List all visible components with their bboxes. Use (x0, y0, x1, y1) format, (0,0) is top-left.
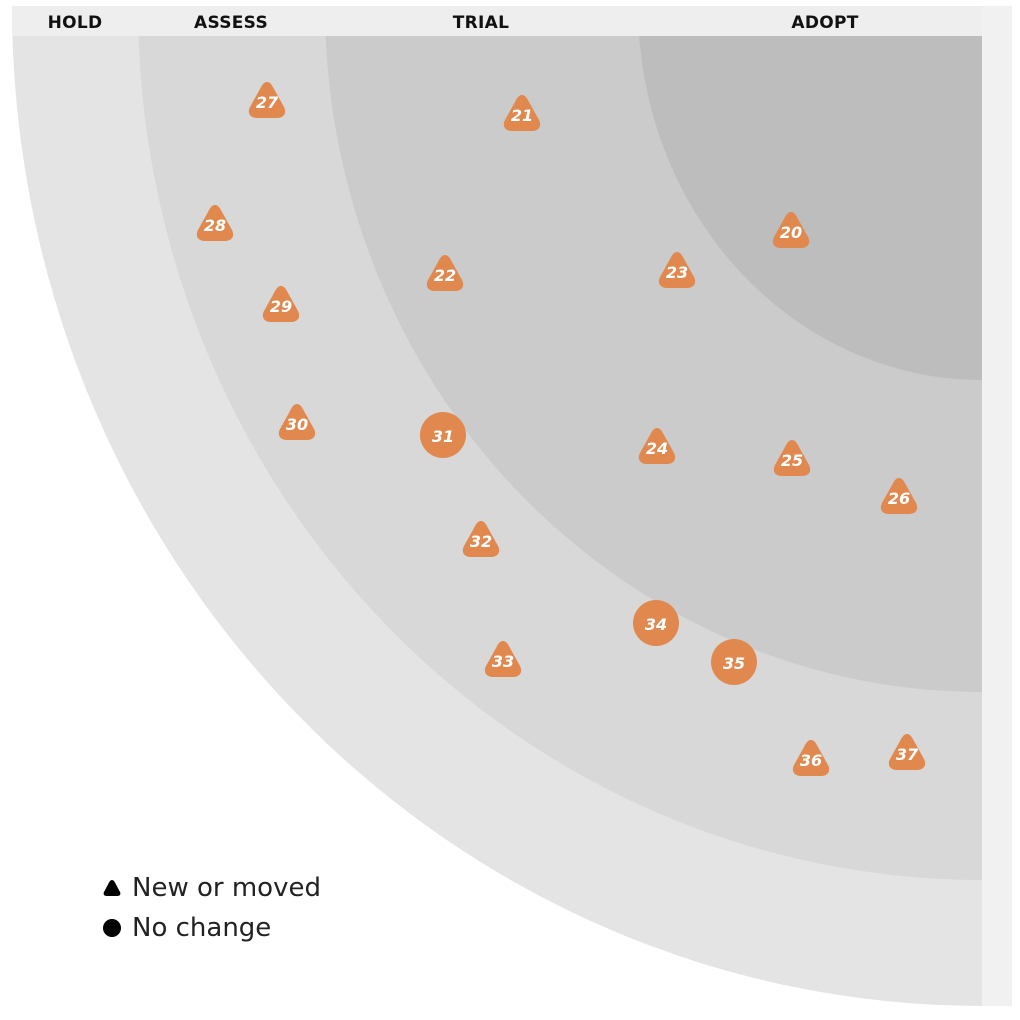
blip-triangle-icon (262, 286, 300, 322)
legend-label-no-change: No change (132, 913, 272, 943)
blip-triangle-icon (248, 82, 286, 118)
ring-label-trial: TRIAL (453, 13, 510, 33)
blip-triangle-icon (196, 205, 234, 241)
blip-37[interactable]: 37 (888, 734, 926, 770)
blip-number: 30 (286, 415, 308, 434)
blip-triangle-icon (792, 740, 830, 776)
blip-26[interactable]: 26 (880, 478, 918, 514)
blip-number: 26 (888, 489, 910, 508)
header-band-assess (138, 6, 325, 36)
blip-triangle-icon (638, 428, 676, 464)
blip-number: 22 (434, 266, 456, 285)
blip-number: 21 (511, 106, 533, 125)
blip-number: 28 (204, 216, 226, 235)
blip-triangle-icon (880, 478, 918, 514)
blips-layer: 20 21 22 23 24 25 26 27 28 29 30 31 32 33 34 35 36 37 (196, 82, 926, 776)
blip-triangle-icon (773, 440, 811, 476)
blip-number: 24 (646, 439, 668, 458)
blip-number: 32 (470, 532, 492, 551)
blip-circle-icon (633, 600, 679, 646)
blip-number: 31 (432, 427, 454, 446)
header-band-trial (325, 6, 638, 36)
blip-triangle-icon (503, 95, 541, 131)
legend: New or moved No change (102, 868, 321, 948)
ring-label-assess: ASSESS (194, 13, 268, 33)
blip-28[interactable]: 28 (196, 205, 234, 241)
blip-triangle-icon (658, 252, 696, 288)
blip-number: 23 (666, 263, 688, 282)
ring-adopt (638, 6, 982, 380)
header-band-adopt (638, 6, 982, 36)
blip-number: 25 (781, 451, 803, 470)
blip-24[interactable]: 24 (638, 428, 676, 464)
blip-triangle-icon (462, 521, 500, 557)
circle-icon (102, 918, 122, 938)
blip-number: 35 (723, 654, 745, 673)
blip-circle-icon (420, 412, 466, 458)
legend-label-new-or-moved: New or moved (132, 873, 321, 903)
blip-31[interactable]: 31 (420, 412, 466, 458)
blip-34[interactable]: 34 (633, 600, 679, 646)
blip-number: 20 (780, 223, 802, 242)
blip-number: 33 (492, 652, 514, 671)
legend-item-no-change: No change (102, 908, 321, 948)
blip-35[interactable]: 35 (711, 639, 757, 685)
header-band-hold (12, 6, 138, 36)
blip-number: 27 (256, 93, 279, 112)
blip-23[interactable]: 23 (658, 252, 696, 288)
blip-triangle-icon (484, 641, 522, 677)
blip-32[interactable]: 32 (462, 521, 500, 557)
right-strip (982, 6, 1012, 1006)
triangle-icon (102, 878, 122, 898)
blip-36[interactable]: 36 (792, 740, 830, 776)
blip-number: 36 (800, 751, 822, 770)
legend-item-new-or-moved: New or moved (102, 868, 321, 908)
blip-number: 29 (270, 297, 292, 316)
ring-label-adopt: ADOPT (791, 13, 858, 33)
ring-label-hold: HOLD (48, 13, 103, 33)
blip-number: 37 (896, 745, 919, 764)
blip-triangle-icon (278, 404, 316, 440)
blip-triangle-icon (772, 212, 810, 248)
blip-triangle-icon (888, 734, 926, 770)
blip-21[interactable]: 21 (503, 95, 541, 131)
blip-triangle-icon (426, 255, 464, 291)
blip-33[interactable]: 33 (484, 641, 522, 677)
blip-number: 34 (645, 615, 667, 634)
blip-20[interactable]: 20 (772, 212, 810, 248)
blip-circle-icon (711, 639, 757, 685)
blip-30[interactable]: 30 (278, 404, 316, 440)
blip-25[interactable]: 25 (773, 440, 811, 476)
blip-27[interactable]: 27 (248, 82, 286, 118)
blip-22[interactable]: 22 (426, 255, 464, 291)
blip-29[interactable]: 29 (262, 286, 300, 322)
